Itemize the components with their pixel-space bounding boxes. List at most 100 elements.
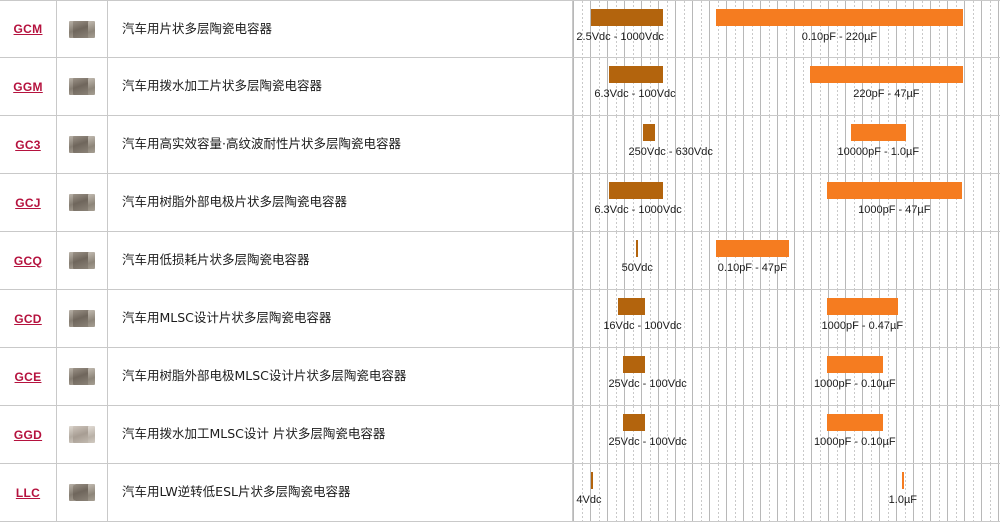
product-code-link-gce[interactable]: GCE [14,369,42,384]
product-code-link-gcm[interactable]: GCM [13,22,43,36]
range-chart-cell: 50Vdc 0.10pF - 47pF [573,232,1000,289]
range-chart-cell: 6.3Vdc - 100Vdc 220pF - 47µF [573,58,1000,115]
gridline-minor [938,116,940,173]
gridline-minor [989,348,991,405]
gridline-minor [666,174,668,231]
thumbnail-cell [57,464,108,521]
gridline-minor [921,348,923,405]
capacitance-range-bar [901,472,904,489]
capacitance-range-label: 10000pF - 1.0µF [837,146,920,158]
gridline-major [590,290,591,347]
product-code-cell: GGM [0,58,57,115]
gridline-major [913,232,914,289]
gridline-major [675,58,676,115]
gridline-minor [700,464,702,521]
product-description: 汽车用片状多层陶瓷电容器 [122,20,273,36]
gridline-minor [700,174,702,231]
gridline-major [743,58,744,115]
gridline-major [573,232,574,289]
gridline-minor [989,232,991,289]
product-code-link-llc[interactable]: LLC [15,485,41,500]
gridline-major [964,58,965,115]
product-code-link-ggd[interactable]: GGD [13,427,43,442]
product-code-link-gcd[interactable]: GCD [14,311,42,326]
gridline-minor [751,116,753,173]
gridline-minor [734,290,736,347]
voltage-range-bar [608,66,664,83]
gridline-minor [717,290,719,347]
gridline-major [794,116,795,173]
gridline-major [998,174,999,231]
gridline-major [675,348,676,405]
gridline-major [964,406,965,463]
gridline-major [624,464,625,521]
gridline-major [573,464,574,521]
gridline-major [998,290,999,347]
gridline-major [675,1,676,57]
capacitor-chip-image [69,368,95,385]
product-code-cell: GCM [0,1,57,57]
gridline-major [709,464,710,521]
product-code-link-gc3[interactable]: GC3 [15,137,41,152]
gridline-major [658,464,659,521]
range-chart-cell: 4Vdc 1.0µF [573,464,1000,521]
gridline-major [981,116,982,173]
gridline-major [794,406,795,463]
gridline-minor [768,348,770,405]
gridline-major [760,116,761,173]
gridline-minor [598,116,600,173]
gridline-major [726,174,727,231]
gridline-major [879,464,880,521]
gridline-minor [768,174,770,231]
gridline-minor [972,406,974,463]
description-cell: 汽车用低损耗片状多层陶瓷电容器 [108,232,573,289]
gridline-major [777,406,778,463]
voltage-range-label: 4Vdc [576,494,602,506]
gridline-minor [972,116,974,173]
gridline-minor [972,290,974,347]
gridline-minor [802,58,804,115]
gridline-major [913,116,914,173]
gridline-minor [819,174,821,231]
gridline-major [607,406,608,463]
product-code-cell: GCQ [0,232,57,289]
capacitance-range-bar [716,9,963,26]
product-code-link-ggm[interactable]: GGM [13,79,43,94]
gridline-major [760,406,761,463]
capacitance-range-label: 0.10pF - 47pF [717,262,787,274]
gridline-minor [938,406,940,463]
gridline-major [947,232,948,289]
gridline-major [624,116,625,173]
gridline-minor [921,116,923,173]
gridline-major [811,464,812,521]
product-code-link-gcj[interactable]: GCJ [15,195,41,210]
gridline-minor [581,174,583,231]
product-code-link-gcq[interactable]: GCQ [13,253,43,268]
gridline-major [947,116,948,173]
gridline-major [998,1,999,57]
gridline-major [760,348,761,405]
gridline-major [692,116,693,173]
gridline-minor [700,116,702,173]
gridline-minor [581,290,583,347]
gridline-major [930,464,931,521]
gridline-minor [921,290,923,347]
gridline-major [607,464,608,521]
gridline-major [726,116,727,173]
capacitor-chip-image [69,78,95,95]
gridline-major [998,406,999,463]
capacitance-range-bar [850,124,907,141]
product-code-cell: GCD [0,290,57,347]
product-code-cell: GC3 [0,116,57,173]
table-row: GCM 汽车用片状多层陶瓷电容器 2.5Vdc - 1000Vdc 0.10pF - … [0,0,1000,58]
gridline-minor [853,464,855,521]
gridline-minor [700,406,702,463]
gridline-minor [683,406,685,463]
capacitor-chip-image [69,426,95,443]
gridline-minor [802,464,804,521]
gridline-minor [683,290,685,347]
gridline-minor [802,174,804,231]
gridline-minor [666,116,668,173]
gridline-minor [598,290,600,347]
capacitance-range-label: 1000pF - 0.10µF [814,378,896,390]
